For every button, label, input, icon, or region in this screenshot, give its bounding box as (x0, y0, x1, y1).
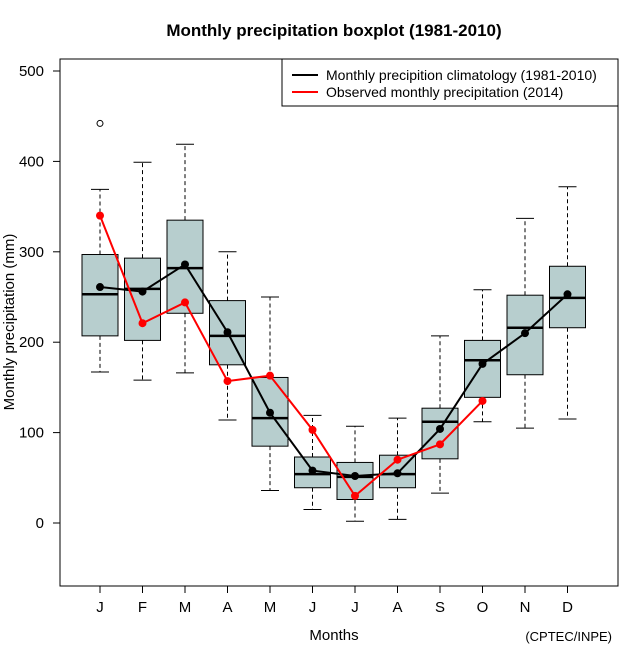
box-iqr (421, 407, 459, 460)
y-tick-label: 400 (19, 153, 44, 170)
x-tick-label: O (477, 599, 489, 616)
x-tick-label: N (520, 599, 531, 616)
outlier-point (96, 119, 104, 127)
chart-title: Monthly precipitation boxplot (1981-2010… (166, 21, 501, 40)
climatology-point (478, 359, 487, 368)
observed-point (223, 377, 232, 386)
plot-area (81, 119, 586, 522)
observed-point (96, 211, 104, 220)
x-tick-label: J (351, 599, 359, 616)
box-iqr (124, 257, 161, 341)
climatology-point (563, 290, 572, 299)
climatology-series (96, 260, 572, 480)
x-axis-label: Months (309, 627, 358, 644)
observed-point (266, 371, 274, 380)
x-tick-label: M (264, 599, 277, 616)
box-iqr (464, 339, 501, 398)
y-tick-label: 100 (19, 425, 44, 442)
climatology-point (138, 287, 147, 296)
y-tick-label: 500 (19, 63, 44, 80)
x-tick-label: J (309, 599, 317, 616)
climatology-point (308, 466, 317, 475)
observed-point (436, 440, 444, 449)
observed-point (393, 455, 402, 464)
legend-label-observed: Observed monthly precipitation (2014) (326, 84, 563, 100)
box-11 (506, 217, 544, 429)
box-8 (379, 417, 416, 520)
box-12 (549, 186, 586, 420)
y-axis-label: Monthly precipitation (mm) (1, 234, 18, 411)
climatology-line (99, 263, 569, 477)
observed-point (351, 491, 359, 500)
climatology-point (436, 424, 444, 433)
box-2 (124, 161, 161, 381)
x-tick-label: M (179, 599, 192, 616)
climatology-point (96, 283, 104, 292)
observed-point (478, 396, 487, 405)
box-3 (166, 143, 204, 374)
climatology-point (181, 260, 189, 269)
box-5 (251, 296, 289, 491)
x-tick-label: J (96, 599, 104, 616)
observed-point (138, 319, 147, 328)
box-10 (464, 289, 501, 423)
climatology-point (521, 329, 529, 338)
legend-label-climatology: Monthly precipition climatology (1981-20… (326, 67, 597, 83)
observed-point (308, 425, 317, 434)
x-tick-label: S (435, 599, 445, 616)
x-tick-label: A (222, 599, 232, 616)
box-9 (421, 335, 459, 494)
observed-line (99, 215, 484, 498)
x-tick-label: D (562, 599, 573, 616)
x-tick-label: A (392, 599, 402, 616)
y-axis: 0 100 200 300 400 500 (19, 63, 60, 532)
x-tick-label: F (138, 599, 147, 616)
legend-box (281, 58, 619, 107)
climatology-point (223, 328, 232, 337)
y-tick-label: 300 (19, 244, 44, 261)
legend: Monthly precipition climatology (1981-20… (281, 58, 619, 107)
credit-label: (CPTEC/INPE) (525, 629, 612, 644)
climatology-point (393, 469, 402, 478)
climatology-point (351, 471, 359, 480)
box-1 (81, 119, 119, 373)
y-tick-label: 200 (19, 334, 44, 351)
climatology-point (266, 408, 274, 417)
y-tick-label: 0 (36, 515, 44, 532)
observed-point (181, 298, 189, 307)
observed-series (96, 211, 487, 500)
